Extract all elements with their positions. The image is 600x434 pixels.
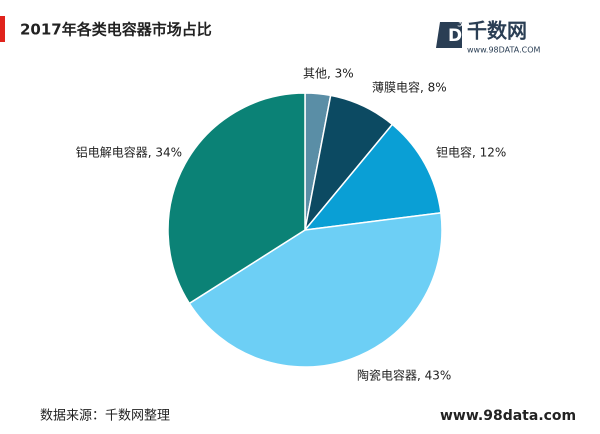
- footer-site: www.98data.com: [440, 408, 576, 424]
- data-label: 薄膜电容, 8%: [372, 80, 447, 95]
- logo-icon: D: [448, 26, 462, 46]
- pie-slice: [188, 211, 443, 368]
- pie-slice: [303, 123, 442, 231]
- data-label: 铝电解电容器, 34%: [76, 145, 182, 160]
- logo-superscript: 3: [457, 20, 463, 30]
- data-label: 其他, 3%: [303, 67, 354, 81]
- logo-name: 千数网: [467, 19, 527, 43]
- title-marker: [0, 16, 5, 42]
- logo-url: www.98DATA.COM: [467, 46, 541, 55]
- logo: D 3 千数网 www.98DATA.COM: [436, 19, 541, 55]
- chart-title: 2017年各类电容器市场占比: [20, 21, 212, 39]
- data-label: 陶瓷电容器, 43%: [357, 368, 451, 383]
- logo-icon-bg: [436, 22, 462, 48]
- source-note: 数据来源：千数网整理: [40, 409, 170, 424]
- pie-slice: [167, 92, 306, 305]
- data-label: 钽电容, 12%: [436, 145, 506, 160]
